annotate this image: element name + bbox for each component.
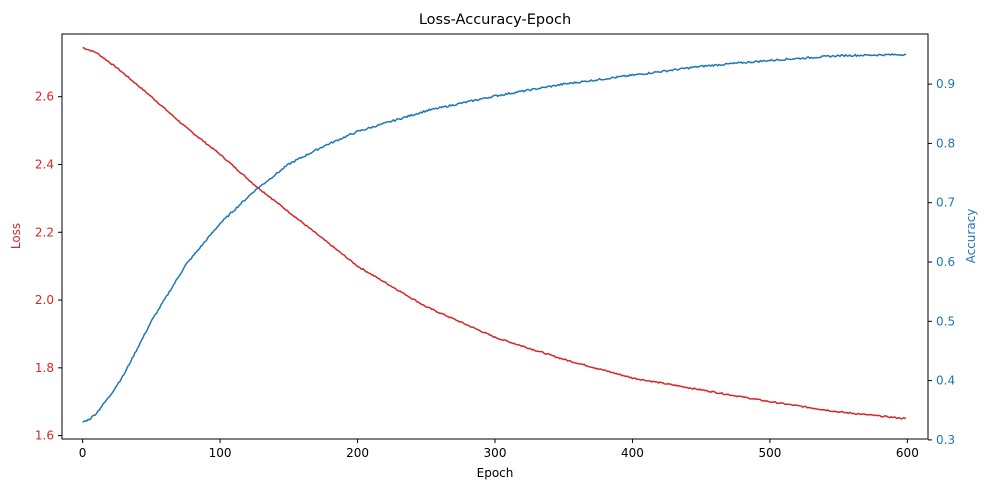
x-tick-label: 200 xyxy=(346,446,369,460)
series-line-accuracy xyxy=(82,52,907,423)
y-left-tick-label: 2.2 xyxy=(35,225,54,239)
y-right-tick-label: 0.7 xyxy=(936,196,955,210)
chart-title: Loss-Accuracy-Epoch xyxy=(419,12,571,28)
y-left-tick-label: 2.0 xyxy=(35,293,54,307)
y-left-tick-label: 2.4 xyxy=(35,157,54,171)
plot-frame xyxy=(61,33,929,440)
x-axis-label: Epoch xyxy=(477,466,514,480)
x-tick-label: 300 xyxy=(484,446,507,460)
y-right-tick-label: 0.8 xyxy=(936,136,955,150)
y-right-tick-label: 0.3 xyxy=(936,433,955,447)
y-left-tick-label: 1.6 xyxy=(35,429,54,443)
y-right-axis-label: Accuracy xyxy=(964,209,978,264)
series-line-loss xyxy=(82,46,907,420)
x-tick-label: 0 xyxy=(79,446,87,460)
x-tick-label: 400 xyxy=(621,446,644,460)
y-right-tick-label: 0.4 xyxy=(936,374,955,388)
x-tick-label: 100 xyxy=(209,446,232,460)
y-right-tick-label: 0.9 xyxy=(936,77,955,91)
y-left-tick-label: 2.6 xyxy=(35,90,54,104)
x-tick-label: 500 xyxy=(758,446,781,460)
x-tick-label: 600 xyxy=(896,446,919,460)
y-right-tick-label: 0.5 xyxy=(936,314,955,328)
y-right-tick-label: 0.6 xyxy=(936,255,955,269)
y-left-axis-label: Loss xyxy=(9,223,23,249)
y-left-tick-label: 1.8 xyxy=(35,361,54,375)
